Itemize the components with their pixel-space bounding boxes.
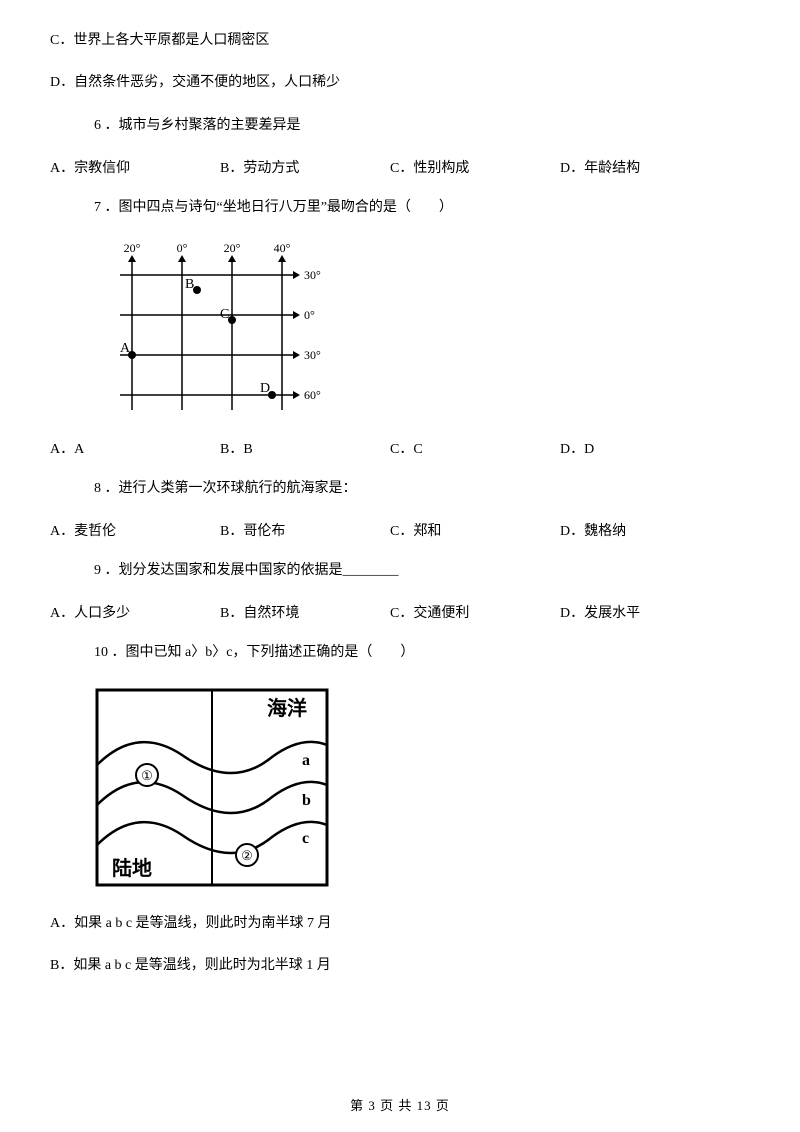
q7-opt-d: D．D — [560, 438, 730, 458]
pt-C: C — [220, 307, 229, 322]
q8-opt-b: B．哥伦布 — [220, 520, 390, 540]
lon-label-3: 40° — [274, 241, 291, 255]
q8-options: A．麦哲伦 B．哥伦布 C．郑和 D．魏格纳 — [50, 520, 750, 540]
lon-label-2: 20° — [224, 241, 241, 255]
pt1: ① — [141, 768, 153, 783]
lat-label-0: 30° — [304, 268, 321, 282]
q9-opt-a: A．人口多少 — [50, 602, 220, 622]
q9-opt-d: D．发展水平 — [560, 602, 730, 622]
lat-label-2: 30° — [304, 348, 321, 362]
q7-opt-b: B．B — [220, 438, 390, 458]
pt-A: A — [120, 341, 131, 356]
prev-option-c: C．世界上各大平原都是人口稠密区 — [50, 30, 750, 52]
q9-opt-c: C．交通便利 — [390, 602, 560, 622]
q8-opt-a: A．麦哲伦 — [50, 520, 220, 540]
pt-D: D — [260, 381, 270, 396]
lon-label-1: 0° — [177, 241, 188, 255]
q6-opt-a: A．宗教信仰 — [50, 157, 220, 177]
q7-opt-c: C．C — [390, 438, 560, 458]
q7-stem: 7 ．图中四点与诗句“坐地日行八万里”最吻合的是（ ） — [50, 197, 750, 219]
prev-option-d: D．自然条件恶劣，交通不便的地区，人口稀少 — [50, 72, 750, 94]
q8-opt-d: D．魏格纳 — [560, 520, 730, 540]
q7-options: A．A B．B C．C D．D — [50, 438, 750, 458]
lat-label-1: 0° — [304, 308, 315, 322]
q7-figure: 20° 0° 20° 40° 30° 0° 30° 60° A B C D — [92, 240, 750, 420]
lon-label-0: 20° — [124, 241, 141, 255]
q8-opt-c: C．郑和 — [390, 520, 560, 540]
ocean-label: 海洋 — [267, 696, 307, 720]
q6-stem: 6 ．城市与乡村聚落的主要差异是 — [50, 115, 750, 137]
lat-label-3: 60° — [304, 388, 321, 402]
q10-opt-b: B．如果 a b c 是等温线，则此时为北半球 1 月 — [50, 955, 750, 977]
q10-figure: 海洋 陆地 a b c ① ② — [92, 685, 750, 895]
q10-stem: 10 ．图中已知 a〉b〉c，下列描述正确的是（ ） — [50, 642, 750, 664]
q10-opt-a: A．如果 a b c 是等温线，则此时为南半球 7 月 — [50, 913, 750, 935]
page-footer: 第 3 页 共 13 页 — [0, 1095, 800, 1114]
q6-opt-d: D．年龄结构 — [560, 157, 730, 177]
line-c: c — [302, 830, 309, 847]
q6-opt-c: C．性别构成 — [390, 157, 560, 177]
q9-stem: 9 ．划分发达国家和发展中国家的依据是________ — [50, 560, 750, 582]
line-a: a — [302, 752, 310, 769]
q6-options: A．宗教信仰 B．劳动方式 C．性别构成 D．年龄结构 — [50, 157, 750, 177]
pt-B: B — [185, 277, 194, 292]
q7-opt-a: A．A — [50, 438, 220, 458]
q9-options: A．人口多少 B．自然环境 C．交通便利 D．发展水平 — [50, 602, 750, 622]
q8-stem: 8 ．进行人类第一次环球航行的航海家是： — [50, 478, 750, 500]
q6-opt-b: B．劳动方式 — [220, 157, 390, 177]
line-b: b — [302, 792, 311, 809]
land-label: 陆地 — [112, 856, 152, 880]
q9-opt-b: B．自然环境 — [220, 602, 390, 622]
pt2: ② — [241, 848, 253, 863]
